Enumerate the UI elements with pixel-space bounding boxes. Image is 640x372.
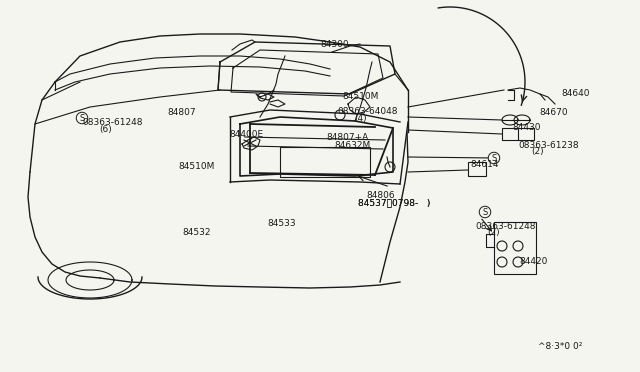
Text: S: S xyxy=(79,113,84,122)
Text: (2): (2) xyxy=(531,147,544,156)
Text: 08363-61248: 08363-61248 xyxy=(475,222,536,231)
Text: 84807: 84807 xyxy=(168,108,196,117)
Text: 84510M: 84510M xyxy=(342,92,379,101)
Text: S: S xyxy=(483,208,488,217)
Bar xyxy=(502,128,534,140)
Text: 84632M: 84632M xyxy=(335,141,371,150)
Text: 84420: 84420 xyxy=(520,257,548,266)
Text: 84806: 84806 xyxy=(366,191,395,200)
Text: 84670: 84670 xyxy=(540,108,568,117)
Bar xyxy=(494,222,536,274)
Text: 08363-61248: 08363-61248 xyxy=(82,118,143,126)
Text: (4): (4) xyxy=(354,114,367,123)
Bar xyxy=(468,162,486,176)
Text: 84510M: 84510M xyxy=(178,162,214,171)
Text: 84533: 84533 xyxy=(268,219,296,228)
Text: 84400E: 84400E xyxy=(229,130,263,139)
Text: 84537へ0798-   ): 84537へ0798- ) xyxy=(358,198,431,207)
Text: ^8·3*0 0²: ^8·3*0 0² xyxy=(538,342,582,351)
Text: 84640: 84640 xyxy=(561,89,590,98)
Text: 08363-64048: 08363-64048 xyxy=(337,107,398,116)
Text: 84532: 84532 xyxy=(182,228,211,237)
Text: 84300: 84300 xyxy=(320,40,349,49)
Text: 84537へ0798-   ): 84537へ0798- ) xyxy=(358,198,431,207)
Text: 84430: 84430 xyxy=(512,123,541,132)
Bar xyxy=(280,147,370,177)
Text: 84614: 84614 xyxy=(470,160,499,169)
Text: S: S xyxy=(492,154,497,163)
Text: 08363-61238: 08363-61238 xyxy=(518,141,579,150)
Text: 84807+A: 84807+A xyxy=(326,133,369,142)
Text: (6): (6) xyxy=(99,125,112,134)
Text: (2): (2) xyxy=(488,228,500,237)
